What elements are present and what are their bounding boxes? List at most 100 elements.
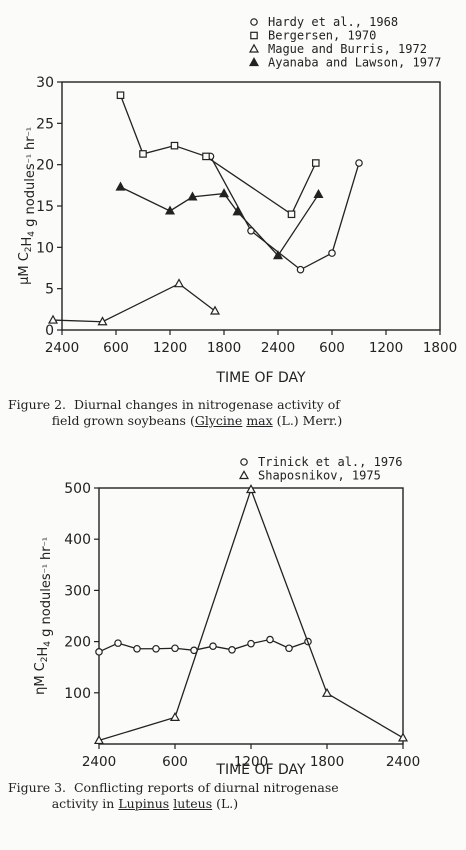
x-axis-title: TIME OF DAY: [215, 762, 306, 778]
data-point: [232, 206, 243, 216]
series-0: [206, 152, 363, 274]
data-point: [115, 181, 126, 191]
figure-2-caption: Figure 2. Diurnal changes in nitrogenase…: [8, 397, 342, 429]
genus-lupinus: Lupinus: [118, 796, 170, 811]
figure-3-chart: 2400 600 1200 1800 2400 100 200 300 400 500 TIME O…: [33, 455, 420, 778]
series-1: [93, 484, 409, 745]
y-tick-label: 100: [64, 686, 91, 702]
x-tick-label: 2400: [261, 340, 295, 356]
legend-marker: [240, 458, 248, 466]
data-point: [97, 316, 108, 326]
data-point: [133, 644, 141, 653]
data-point: [355, 159, 363, 167]
x-axis-title: TIME OF DAY: [215, 370, 306, 386]
legend-marker: [250, 31, 258, 40]
x-tick-label: 1800: [423, 340, 457, 356]
data-point: [93, 734, 105, 745]
x-tick-label: 600: [162, 754, 188, 770]
figure-2-caption-line1: Diurnal changes in nitrogenase activity …: [73, 397, 340, 412]
y-tick-label: 200: [64, 635, 91, 651]
x-tick-label: 600: [319, 340, 345, 356]
series-3: [115, 181, 324, 260]
y-tick-label: 5: [45, 282, 54, 298]
legend-label: Hardy et al., 1968: [268, 15, 398, 29]
data-point: [170, 141, 179, 150]
data-point: [209, 642, 217, 651]
x-tick-label: 1800: [207, 340, 241, 356]
data-point: [95, 648, 103, 656]
y-tick-label: 10: [36, 240, 54, 256]
data-point: [397, 732, 409, 742]
y-tick-label: 30: [36, 75, 54, 91]
data-point: [116, 91, 125, 100]
legend-label: Bergersen, 1970: [268, 29, 376, 43]
figure-3-caption: Figure 3. Conflicting reports of diurnal…: [8, 780, 339, 812]
y-tick-label: 500: [64, 481, 91, 497]
y-tick-label: 0: [45, 323, 54, 339]
plot-frame: [98, 487, 404, 745]
legend-marker: [248, 57, 260, 67]
legend-label: Mague and Burris, 1972: [268, 42, 427, 56]
data-point: [272, 250, 284, 260]
data-point: [164, 205, 176, 215]
data-point: [218, 188, 230, 198]
y-axis-title: μM C2H4 g nodules⁻¹ hr⁻¹: [17, 127, 38, 285]
series-line: [120, 186, 320, 257]
series-0: [95, 635, 312, 656]
figure-3-label: Figure 3.: [8, 780, 66, 795]
series-line: [52, 282, 216, 323]
plot-frame: [61, 81, 441, 331]
legend-marker: [248, 43, 260, 53]
legend-label: Ayanaba and Lawson, 1977: [268, 56, 441, 70]
data-point: [296, 265, 305, 274]
species-luteus: luteus: [173, 796, 213, 811]
y-axis-title: ηM C2H4 g nodules⁻¹ hr⁻¹: [33, 537, 54, 695]
data-point: [202, 152, 210, 161]
x-tick-label: 1200: [153, 340, 187, 356]
x-tick-label: 1200: [369, 340, 403, 356]
data-point: [169, 711, 181, 721]
data-point: [139, 150, 147, 158]
figure-3-caption-line1: Conflicting reports of diurnal nitrogena…: [73, 780, 339, 795]
data-point: [228, 645, 236, 654]
legend-marker: [238, 470, 250, 480]
legend-label: Shaposnikov, 1975: [258, 469, 381, 483]
x-tick-label: 600: [103, 340, 129, 356]
data-point: [209, 305, 221, 315]
figure-2-caption-line2: field grown soybeans (: [51, 413, 195, 428]
legend-marker: [250, 18, 258, 26]
figure-2-chart: 2400 600 1200 1800 2400 600 1200 1800 0 5 10 15 20 25…: [17, 15, 457, 386]
figure-3-caption-line2: activity in: [51, 796, 119, 811]
figure-3-caption-line2-end: (L.): [212, 796, 239, 811]
y-tick-label: 15: [36, 199, 54, 215]
y-tick-label: 300: [64, 583, 91, 599]
series-line: [98, 638, 309, 653]
data-point: [47, 314, 59, 324]
series-line: [209, 156, 360, 271]
series-2: [47, 278, 221, 326]
species-max: max: [246, 413, 273, 428]
data-point: [312, 159, 320, 167]
x-tick-label: 2400: [82, 754, 116, 770]
genus-glycine: Glycine: [194, 413, 243, 428]
data-point: [287, 210, 296, 219]
series-1: [116, 91, 320, 219]
data-point: [245, 484, 257, 494]
data-point: [266, 635, 274, 644]
data-point: [321, 687, 333, 697]
data-point: [173, 278, 185, 288]
series-line: [98, 487, 404, 742]
figure-2-caption-line2-end: (L.) Merr.): [272, 413, 343, 428]
x-tick-label: 2400: [45, 340, 79, 356]
y-tick-label: 400: [64, 532, 91, 548]
x-tick-label: 2400: [386, 754, 420, 770]
data-point: [171, 644, 179, 653]
data-point: [313, 188, 324, 199]
figure-2-label: Figure 2.: [8, 397, 66, 412]
data-point: [285, 644, 293, 653]
data-point: [114, 639, 122, 647]
data-point: [187, 191, 198, 201]
data-point: [152, 644, 160, 653]
series-line: [119, 94, 317, 216]
y-tick-label: 25: [36, 116, 54, 132]
